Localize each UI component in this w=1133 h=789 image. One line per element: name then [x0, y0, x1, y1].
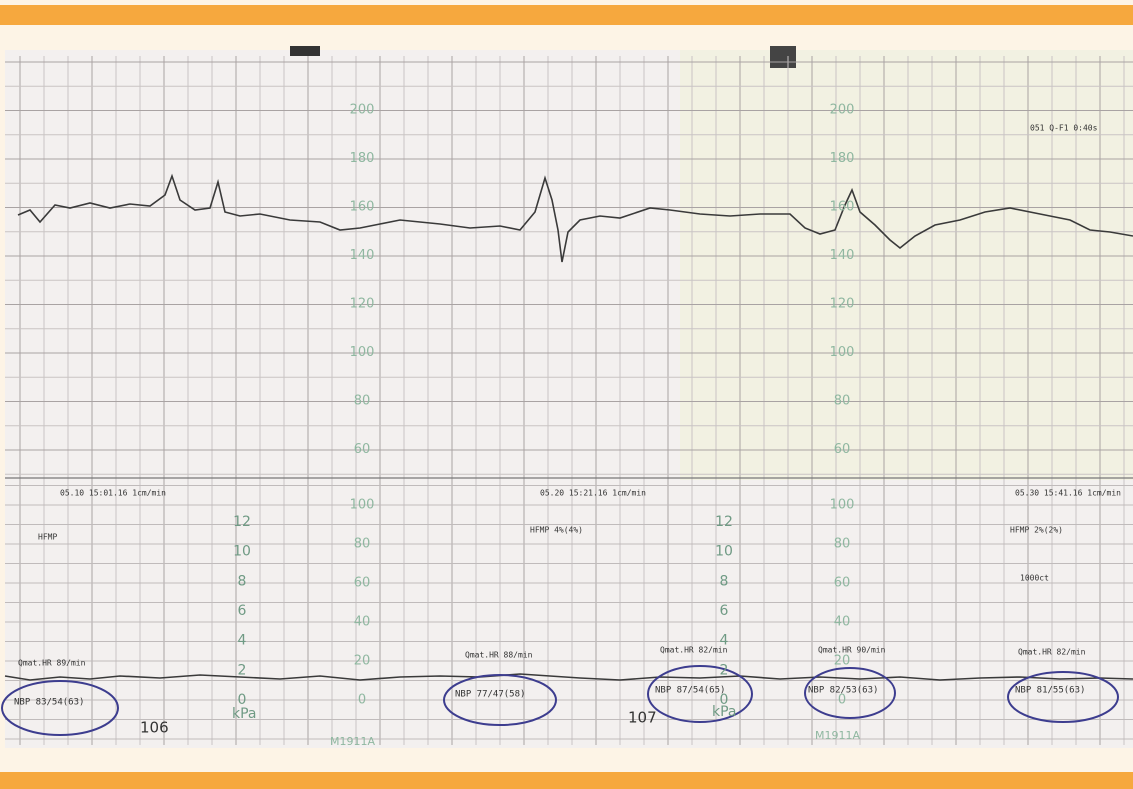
annotation: 05.10 15:01.16 1cm/min — [60, 489, 166, 498]
nbp-reading: NBP 81/55(63) — [1015, 686, 1085, 696]
fhr-scale-label: 120 — [350, 297, 375, 312]
paper-tint — [680, 50, 1133, 480]
fhr-scale-label: 60 — [834, 442, 851, 457]
nbp-reading: NBP 83/54(63) — [14, 698, 84, 708]
fhr-scale-label: 160 — [350, 200, 375, 215]
annotation: Qmat.HR 82/min — [1018, 648, 1086, 657]
fhr-scale-label: 140 — [350, 248, 375, 263]
toco-scale-label: 100 — [350, 498, 375, 513]
header-right: 051 Q-F1 0:40s — [1030, 124, 1098, 133]
paper-code: M1911A — [815, 729, 860, 742]
circle-mark — [1, 680, 119, 736]
annotation: HFMP — [38, 533, 57, 542]
kpa-scale-label: 2 — [720, 662, 729, 678]
toco-scale-label: 100 — [830, 498, 855, 513]
kpa-scale-label: 8 — [720, 573, 729, 589]
kpa-scale-label: 12 — [715, 514, 733, 530]
kpa-scale-label: 8 — [238, 573, 247, 589]
annotation: HFMP 2%(2%) — [1010, 526, 1063, 535]
fhr-scale-label: 100 — [830, 345, 855, 360]
kpa-unit: kPa — [712, 704, 737, 720]
toco-scale-label: 20 — [834, 654, 851, 669]
annotation: Qmat.HR 88/min — [465, 651, 533, 660]
top-band — [0, 5, 1133, 25]
toco-scale-label: 0 — [358, 693, 366, 708]
fhr-trace — [17, 173, 1133, 263]
fhr-scale-label: 60 — [354, 442, 371, 457]
kpa-scale-label: 4 — [238, 633, 247, 649]
nbp-reading: NBP 77/47(58) — [455, 690, 525, 700]
toco-scale-label: 80 — [354, 537, 371, 552]
annotation: Qmat.HR 90/min — [818, 646, 886, 655]
page-number: 106 — [140, 719, 169, 737]
annotation: 05.30 15:41.16 1cm/min — [1015, 489, 1121, 498]
marker — [290, 46, 320, 56]
kpa-scale-label: 0 — [720, 692, 729, 708]
kpa-unit: kPa — [232, 706, 257, 722]
annotation: Qmat.HR 89/min — [18, 659, 86, 668]
kpa-scale-label: 10 — [715, 544, 733, 560]
toco-scale-label: 20 — [354, 654, 371, 669]
toco-scale-label: 60 — [354, 576, 371, 591]
kpa-scale-label: 6 — [720, 603, 729, 619]
kpa-scale-label: 4 — [720, 633, 729, 649]
kpa-scale-label: 6 — [238, 603, 247, 619]
kpa-scale-label: 10 — [233, 544, 251, 560]
page-number: 107 — [628, 709, 657, 727]
circle-mark — [443, 674, 557, 726]
annotation: 05.20 15:21.16 1cm/min — [540, 489, 646, 498]
fhr-scale-label: 80 — [354, 394, 371, 409]
circle-mark — [647, 665, 753, 723]
bottom-band — [0, 772, 1133, 789]
toco-scale-label: 60 — [834, 576, 851, 591]
fhr-scale-label: 200 — [830, 103, 855, 118]
paper-code: M1911A — [330, 735, 375, 748]
toco-scale-label: 40 — [834, 615, 851, 630]
fhr-scale-label: 100 — [350, 345, 375, 360]
fhr-scale-label: 120 — [830, 297, 855, 312]
annotation: HFMP 4%(4%) — [530, 526, 583, 535]
fhr-scale-label: 200 — [350, 103, 375, 118]
grid — [5, 56, 1133, 745]
kpa-scale-label: 2 — [238, 662, 247, 678]
toco-scale-label: 0 — [838, 693, 846, 708]
fhr-scale-label: 80 — [834, 394, 851, 409]
nbp-reading: NBP 82/53(63) — [808, 686, 878, 696]
fhr-scale-label: 160 — [830, 200, 855, 215]
annotation: Qmat.HR 82/min — [660, 646, 728, 655]
fhr-scale-label: 180 — [830, 151, 855, 166]
toco-scale-label: 40 — [354, 615, 371, 630]
fhr-scale-label: 140 — [830, 248, 855, 263]
nbp-reading: NBP 87/54(65) — [655, 686, 725, 696]
kpa-scale-label: 0 — [238, 692, 247, 708]
fhr-scale-label: 180 — [350, 151, 375, 166]
circle-mark — [1007, 671, 1119, 723]
annotation: 1000ct — [1020, 574, 1049, 583]
circle-mark — [804, 667, 896, 719]
toco-scale-label: 80 — [834, 537, 851, 552]
uterine-trace — [4, 673, 1133, 681]
kpa-scale-label: 12 — [233, 514, 251, 530]
marker — [770, 46, 796, 68]
